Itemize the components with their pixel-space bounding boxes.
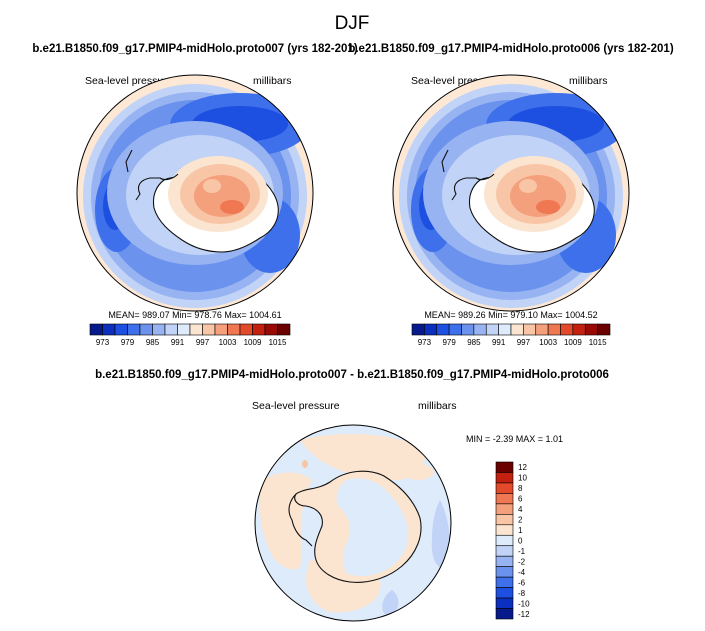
diff-colorbar-tick-label: -8 (518, 589, 526, 598)
diff-colorbar-tick-label: 2 (518, 516, 523, 525)
right-colorbar-tick-label: 979 (442, 338, 456, 347)
right-colorbar-tick-label: 973 (418, 338, 432, 347)
diff-colorbar-swatch (495, 461, 514, 473)
right-colorbar-swatch (510, 323, 524, 336)
panel-left-map (77, 75, 313, 311)
panel-diff-variable: Sea-level pressure (252, 400, 340, 412)
diff-colorbar-tick-label: 1 (518, 526, 523, 535)
left-colorbar-tick-label: 979 (121, 338, 135, 347)
diff-colorbar-swatch (495, 555, 514, 567)
diff-colorbar-tick-label: -10 (518, 599, 530, 608)
left-colorbar-swatch (202, 323, 216, 336)
diff-colorbar-swatch (495, 587, 514, 599)
diff-colorbar-swatch (495, 482, 514, 494)
diff-colorbar-tick-label: -12 (518, 610, 530, 619)
right-colorbar-swatch (535, 323, 549, 336)
left-colorbar-swatch (102, 323, 116, 336)
left-colorbar-swatch (239, 323, 253, 336)
panel-diff-map (255, 425, 451, 621)
diff-colorbar-tick-label: 10 (518, 474, 527, 483)
left-colorbar-tick-label: 1003 (219, 338, 237, 347)
diff-colorbar-swatch (495, 566, 514, 578)
right-colorbar-swatch (461, 323, 475, 336)
diff-colorbar-tick-label: -2 (518, 557, 526, 566)
right-colorbar-tick-label: 985 (467, 338, 481, 347)
left-colorbar-swatch (227, 323, 241, 336)
diff-colorbar-swatch (495, 493, 514, 505)
diff-colorbar-swatch (495, 472, 514, 484)
panel-diff-title: b.e21.B1850.f09_g17.PMIP4-midHolo.proto0… (95, 369, 609, 381)
left-colorbar-swatch (264, 323, 278, 336)
left-colorbar-swatch (177, 323, 191, 336)
right-colorbar-swatch (498, 323, 512, 336)
left-colorbar-swatch (127, 323, 141, 336)
left-colorbar-tick-label: 985 (146, 338, 160, 347)
right-colorbar-swatch (485, 323, 499, 336)
diff-colorbar-tick-label: 6 (518, 495, 523, 504)
right-colorbar-tick-label: 1003 (539, 338, 557, 347)
left-colorbar-swatch (139, 323, 153, 336)
right-colorbar-swatch (560, 323, 574, 336)
right-colorbar-swatch (597, 323, 611, 336)
diff-colorbar-swatch (495, 503, 514, 515)
panel-right-stats: MEAN= 989.26 Min= 979.10 Max= 1004.52 (424, 310, 597, 320)
right-colorbar-swatch (473, 323, 487, 336)
diff-colorbar-tick-label: 8 (518, 484, 523, 493)
diff-colorbar-swatch (495, 514, 514, 526)
panel-right-map (393, 75, 629, 311)
diff-colorbar-tick-label: 12 (518, 463, 527, 472)
panel-left-colorbar: 973 979 985 991 997 1003 1009 1015 (89, 323, 291, 347)
right-colorbar-swatch (547, 323, 561, 336)
diff-colorbar-swatch (495, 534, 514, 547)
diff-colorbar-swatch (495, 524, 514, 536)
right-colorbar-tick-label: 1009 (564, 338, 582, 347)
right-colorbar-swatch (572, 323, 586, 336)
left-colorbar-tick-label: 1015 (269, 338, 287, 347)
left-colorbar-swatch (189, 323, 203, 336)
left-colorbar-tick-label: 991 (171, 338, 185, 347)
right-colorbar-tick-label: 991 (492, 338, 506, 347)
panel-left-stats: MEAN= 989.07 Min= 978.76 Max= 1004.61 (108, 310, 281, 320)
panel-right-case-title: b.e21.B1850.f09_g17.PMIP4-midHolo.proto0… (348, 43, 674, 55)
right-colorbar-swatch (424, 323, 438, 336)
diff-colorbar-tick-label: 0 (518, 537, 523, 546)
right-colorbar-swatch (436, 323, 450, 336)
left-colorbar-tick-label: 1009 (244, 338, 262, 347)
left-colorbar-swatch (252, 323, 266, 336)
panel-right-colorbar: 973 979 985 991 997 1003 1009 1015 (411, 323, 611, 347)
diff-colorbar-swatch (495, 545, 514, 557)
left-colorbar-tick-label: 997 (196, 338, 210, 347)
diff-colorbar-swatch (495, 608, 514, 620)
panel-right-units: millibars (569, 75, 608, 87)
left-colorbar-tick-label: 973 (96, 338, 110, 347)
panel-left: b.e21.B1850.f09_g17.PMIP4-midHolo.proto0… (32, 43, 358, 347)
diff-colorbar-swatch (495, 597, 514, 609)
right-colorbar-swatch (584, 323, 598, 336)
diff-colorbar-tick-label: -1 (518, 547, 526, 556)
left-colorbar-swatch (89, 323, 103, 336)
left-colorbar-swatch (214, 323, 228, 336)
right-colorbar-tick-label: 997 (517, 338, 531, 347)
right-colorbar-swatch (448, 323, 462, 336)
panel-left-units: millibars (253, 75, 292, 87)
right-colorbar-tick-label: 1015 (589, 338, 607, 347)
right-colorbar-swatch (523, 323, 537, 336)
panel-diff-units: millibars (418, 400, 457, 412)
panel-right: b.e21.B1850.f09_g17.PMIP4-midHolo.proto0… (348, 43, 674, 347)
page-title: DJF (335, 13, 370, 34)
left-colorbar-swatch (277, 323, 291, 336)
diff-colorbar-swatch (495, 576, 514, 588)
left-colorbar-swatch (152, 323, 166, 336)
right-colorbar-swatch (411, 323, 425, 336)
left-colorbar-swatch (114, 323, 128, 336)
panel-diff-stats: MIN = -2.39 MAX = 1.01 (466, 434, 563, 444)
diff-colorbar-tick-label: 4 (518, 505, 523, 514)
diff-colorbar-tick-label: -6 (518, 578, 526, 587)
panel-diff: b.e21.B1850.f09_g17.PMIP4-midHolo.proto0… (95, 369, 609, 622)
left-colorbar-swatch (164, 323, 178, 336)
panel-left-case-title: b.e21.B1850.f09_g17.PMIP4-midHolo.proto0… (32, 43, 358, 55)
diff-colorbar-tick-label: -4 (518, 568, 526, 577)
